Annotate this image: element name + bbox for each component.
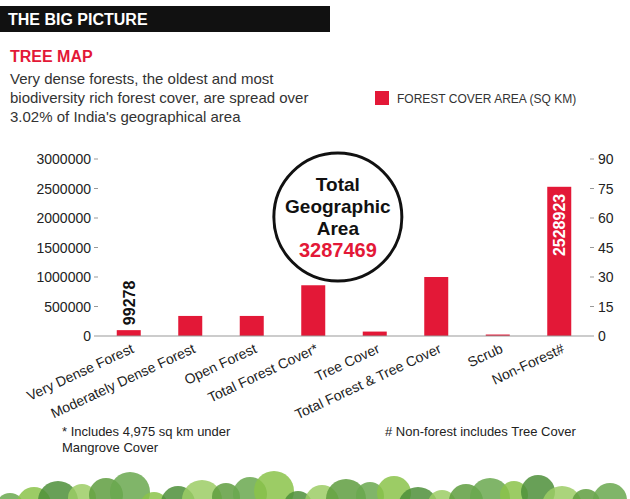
x-tick-label: Non-Forest# [489,340,566,387]
y2-tick [590,247,594,248]
annotation-label-line: Geographic [285,196,391,217]
data-label: 2528923 [551,194,568,256]
bar [240,316,264,336]
annotation-label-line: Total [316,174,360,195]
legend-label: FOREST COVER AREA (SQ KM) [397,92,576,106]
y2-tick [590,159,594,160]
y-tick [94,247,98,248]
y2-tick-label: 60 [598,210,614,226]
y2-tick [590,277,594,278]
y2-tick-label: 15 [598,299,614,315]
y2-tick [590,188,594,189]
y-tick [94,336,98,337]
page: {"header": {"title": "THE BIG PICTURE"},… [0,0,630,499]
y2-tick [590,336,594,337]
y2-tick-label: 0 [598,328,606,344]
y-tick-label: 500000 [44,299,91,315]
y-tick-label: 0 [83,328,91,344]
legend-swatch [375,91,389,105]
y-tick [94,218,98,219]
y-tick-label: 3000000 [36,151,91,167]
annotation-label-line: Area [317,218,360,239]
chart-title: TREE MAP [10,48,93,65]
chart-root: THE BIG PICTURE TREE MAP Very dense forest… [0,0,630,499]
y-tick-label: 2500000 [36,181,91,197]
x-tick-label: Scrub [465,340,505,370]
bar [301,285,325,336]
x-tick-label: Moderately Dense Forest [48,340,197,421]
footnote-line: # Non-forest includes Tree Cover [385,424,576,439]
bar [547,187,571,336]
y-tick-label: 1000000 [36,269,91,285]
y-tick [94,188,98,189]
footnote: * Includes 4,975 sq km underMangrove Cov… [62,424,231,455]
x-tick-label: Total Forest Cover* [205,340,321,405]
decor-trees [0,471,627,499]
bar [178,316,202,336]
y2-tick-label: 90 [598,151,614,167]
y2-tick [590,306,594,307]
data-label: 99278 [121,281,138,326]
footnote-line: * Includes 4,975 sq km under [62,424,231,439]
chart-subtitle-line: 3.02% of India's geographical area [10,108,241,125]
footnote-line: Mangrove Cover [62,440,159,455]
y2-tick-label: 45 [598,240,614,256]
chart-subtitle-line: Very dense forests, the oldest and most [10,70,274,87]
chart-subtitle: Very dense forests, the oldest and most b… [10,70,308,125]
header-title: THE BIG PICTURE [8,11,148,28]
y-tick [94,159,98,160]
y2-tick [590,218,594,219]
bar [424,277,448,336]
decor-tree [593,483,627,499]
y-tick [94,306,98,307]
bar [117,330,141,336]
y-tick [94,277,98,278]
footnote: # Non-forest includes Tree Cover [385,424,576,439]
y2-tick-label: 30 [598,269,614,285]
y2-tick-label: 75 [598,181,614,197]
annotation-value: 3287469 [299,239,377,261]
bar [363,332,387,336]
decor-tree [254,471,294,499]
chart-subtitle-line: biodiversity rich forest cover, are spre… [10,89,308,106]
annotation-label: TotalGeographicArea [285,174,391,239]
annotation-circle [274,153,402,281]
baseline [98,336,590,337]
y-tick-label: 1500000 [36,240,91,256]
header-bar [0,6,330,32]
decor-tree [110,472,150,499]
y-tick-label: 2000000 [36,210,91,226]
x-tick-label: Total Forest & Tree Cover [292,340,444,422]
